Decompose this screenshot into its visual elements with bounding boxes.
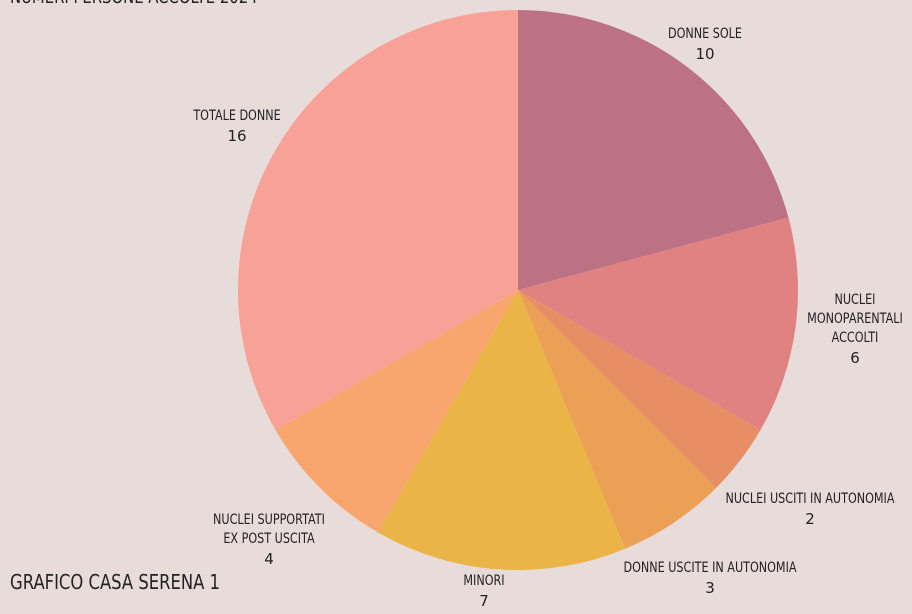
slice-value: 16 bbox=[227, 127, 246, 145]
slice-label: NUCLEI SUPPORTATI bbox=[213, 511, 325, 528]
chart-caption: GRAFICO CASA SERENA 1 bbox=[10, 570, 220, 594]
slice-value: 3 bbox=[705, 579, 715, 597]
slice-label: TOTALE DONNE bbox=[192, 107, 280, 124]
slice-labels: DONNE SOLE 10 NUCLEI MONOPARENTALI ACCOLTI 6 N… bbox=[192, 25, 902, 610]
slice-label: NUCLEI bbox=[835, 291, 876, 308]
pie-slice-6 bbox=[275, 290, 518, 533]
pie-slice-3 bbox=[518, 290, 761, 488]
pie-slice-4 bbox=[518, 290, 716, 549]
slice-label: EX POST USCITA bbox=[223, 530, 315, 547]
pie-slice-2 bbox=[518, 217, 799, 430]
pie-slices bbox=[237, 10, 799, 571]
chart-title: NUMERI PERSONE ACCOLTE 2024 bbox=[10, 0, 258, 8]
pie-slice-1 bbox=[518, 10, 789, 290]
slice-label: NUCLEI USCITI IN AUTONOMIA bbox=[725, 490, 894, 507]
pie-slice-5 bbox=[378, 290, 626, 571]
slice-value: 7 bbox=[479, 592, 489, 610]
pie-slice-7 bbox=[237, 10, 518, 430]
slice-label: ACCOLTI bbox=[832, 329, 879, 346]
slice-label: MINORI bbox=[463, 572, 504, 589]
slice-label: DONNE USCITE IN AUTONOMIA bbox=[623, 559, 796, 576]
slice-value: 4 bbox=[264, 550, 274, 568]
slice-value: 6 bbox=[850, 349, 860, 367]
slice-label: DONNE SOLE bbox=[668, 25, 742, 42]
slice-value: 2 bbox=[805, 510, 815, 528]
slice-value: 10 bbox=[695, 45, 714, 63]
slice-label: MONOPARENTALI bbox=[807, 310, 903, 327]
